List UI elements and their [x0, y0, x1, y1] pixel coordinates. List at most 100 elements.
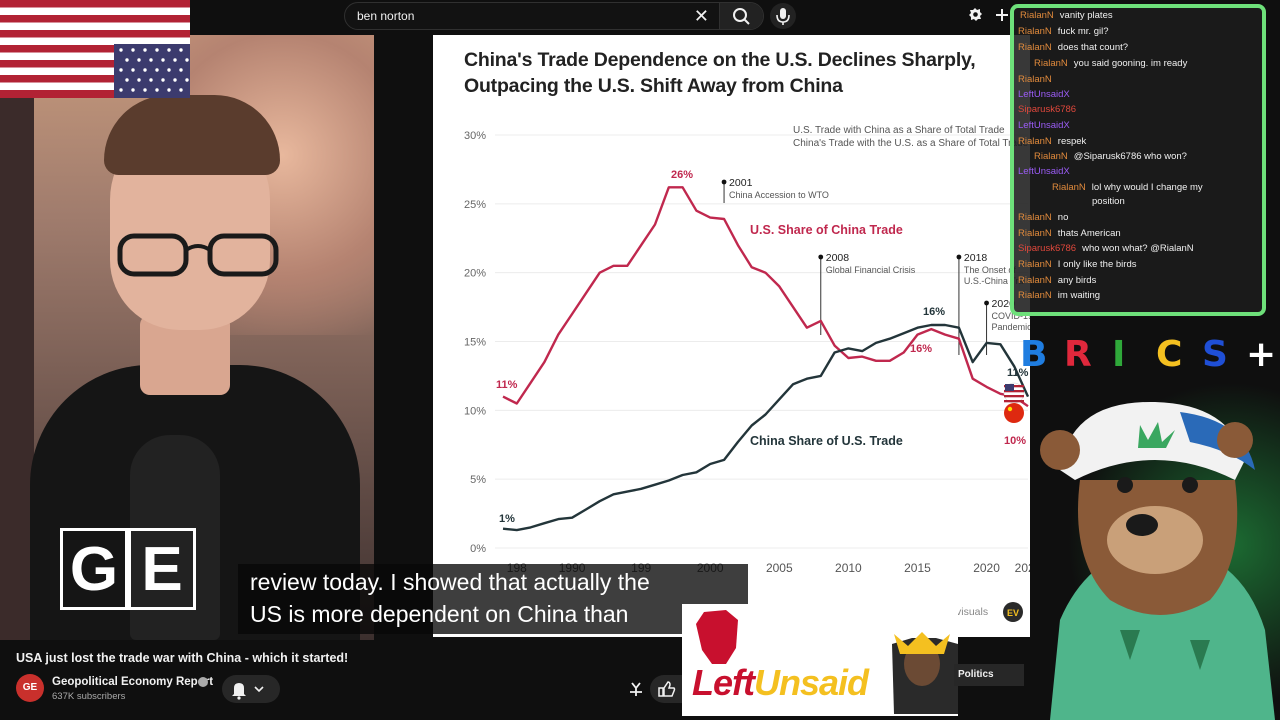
- flag-star: [131, 48, 135, 52]
- microphone-icon: [776, 8, 790, 25]
- logo-letter-e: E: [128, 528, 196, 610]
- caption-line-1: review today. I showed that actually the: [250, 569, 650, 595]
- x-tick-label: 2023: [1015, 561, 1030, 575]
- chat-username: RialanN: [1034, 58, 1068, 69]
- logo-letter-g: G: [60, 528, 128, 610]
- flag-star: [173, 58, 177, 62]
- webcam-feed: [0, 35, 374, 640]
- x-tick-label: 2020: [973, 561, 1000, 575]
- flag-star: [119, 48, 123, 52]
- flag-star: [179, 68, 183, 72]
- series-china-share-line: [502, 323, 1030, 532]
- flag-star: [185, 78, 189, 82]
- x-tick-label: 2015: [904, 561, 931, 575]
- data-value-label: 16%: [910, 343, 932, 355]
- search-button[interactable]: [719, 3, 763, 29]
- bear-icon: [1040, 401, 1275, 720]
- clear-search-icon[interactable]: ✕: [693, 6, 709, 26]
- annotation-dot: [721, 179, 727, 185]
- annotation-year: 2008: [826, 252, 850, 264]
- channel-avatar[interactable]: GE: [16, 674, 44, 702]
- chat-username: RialanN: [1018, 290, 1052, 301]
- line-chart: 0%5%10%15%20%25%30% 19819901992000200520…: [464, 125, 1030, 622]
- flag-star: [155, 88, 159, 92]
- brics-letter: R: [1064, 334, 1092, 375]
- brics-letter: B: [1020, 334, 1048, 375]
- source-text: visuals: [956, 606, 988, 618]
- clip-icon[interactable]: [626, 680, 646, 698]
- annotation-dot: [818, 254, 824, 260]
- caption-line-2: US is more dependent on China than: [250, 601, 629, 627]
- bear-mascot-overlay: [1030, 330, 1280, 720]
- chat-username: RialanN: [1018, 42, 1052, 53]
- annotation-year: 2020: [992, 298, 1016, 310]
- search-icon: [733, 8, 750, 25]
- notification-bell-button[interactable]: [222, 675, 280, 703]
- data-value-label: 11%: [1007, 367, 1029, 379]
- chat-username: RialanN: [1018, 26, 1052, 37]
- glasses-icon: [117, 233, 279, 277]
- video-title[interactable]: USA just lost the trade war with China -…: [16, 651, 349, 665]
- flag-star: [167, 88, 171, 92]
- chat-message: RialanN: [1018, 74, 1058, 86]
- chart-title-line-2: Outpacing the U.S. Shift Away from China: [464, 75, 843, 97]
- us-flag-icon: [0, 0, 190, 98]
- annotation-text: Pandemic: [992, 322, 1030, 332]
- chat-username: LeftUnsaidX: [1018, 89, 1070, 100]
- chat-username: LeftUnsaidX: [1018, 166, 1070, 177]
- chat-message: RialanN thats American: [1018, 228, 1121, 240]
- like-button[interactable]: [650, 675, 686, 703]
- flag-star: [167, 48, 171, 52]
- chat-text: you said gooning. im ready: [1073, 58, 1188, 69]
- chat-text: I only like the birds: [1057, 259, 1137, 270]
- chat-message: LeftUnsaidX: [1018, 120, 1076, 132]
- chat-username: RialanN: [1018, 136, 1052, 147]
- subscriber-count: 637K subscribers: [52, 691, 126, 702]
- chat-text: thats American: [1057, 228, 1121, 239]
- chat-username: LeftUnsaidX: [1018, 120, 1070, 131]
- chat-message: RialanN you said gooning. im ready: [1034, 58, 1187, 70]
- flag-star: [155, 68, 159, 72]
- flag-star: [161, 58, 165, 62]
- chat-message: RialanN lol why would I change my: [1052, 182, 1203, 194]
- search-bar[interactable]: ben norton ✕: [344, 2, 764, 30]
- chat-text: any birds: [1057, 275, 1097, 286]
- chat-message: RialanN I only like the birds: [1018, 259, 1136, 271]
- y-tick-label: 0%: [470, 543, 486, 555]
- gear-icon[interactable]: [966, 6, 984, 24]
- chat-username: Siparusk6786: [1018, 104, 1077, 115]
- chat-username: RialanN: [1034, 151, 1068, 162]
- data-value-label: 11%: [496, 379, 518, 391]
- y-tick-label: 30%: [464, 130, 486, 142]
- chat-username: RialanN: [1018, 275, 1052, 286]
- channel-name[interactable]: Geopolitical Economy Report: [52, 676, 214, 688]
- chat-message: RialanN no: [1018, 212, 1068, 224]
- flag-star: [179, 48, 183, 52]
- chat-message: position: [1092, 196, 1125, 208]
- y-tick-label: 25%: [464, 199, 486, 211]
- brics-letter: S: [1202, 334, 1228, 375]
- flag-star: [131, 68, 135, 72]
- voice-search-button[interactable]: [770, 3, 796, 29]
- bell-icon: [232, 683, 264, 700]
- flag-star: [119, 88, 123, 92]
- chat-message: Siparusk6786: [1018, 104, 1082, 116]
- x-tick-label: 2005: [766, 561, 793, 575]
- chat-text: lol why would I change my: [1091, 182, 1203, 193]
- chat-message: RialanN does that count?: [1018, 42, 1128, 54]
- flag-star: [143, 68, 147, 72]
- chat-username: RialanN: [1018, 212, 1052, 223]
- chat-text: vanity plates: [1059, 10, 1113, 21]
- search-input[interactable]: ben norton: [357, 9, 415, 23]
- data-value-label: 1%: [499, 513, 515, 525]
- flag-star: [149, 58, 153, 62]
- ev-logo-text: EV: [1007, 608, 1019, 618]
- annotation-text: COVID-19: [992, 311, 1030, 321]
- create-plus-icon[interactable]: [994, 6, 1010, 24]
- chat-username: Siparusk6786: [1018, 243, 1077, 254]
- politics-chip[interactable]: Politics: [954, 664, 1024, 686]
- y-tick-label: 20%: [464, 268, 486, 280]
- chat-message: LeftUnsaidX: [1018, 89, 1076, 101]
- brics-letter: I: [1112, 334, 1126, 375]
- annotation-text: China Accession to WTO: [729, 190, 829, 200]
